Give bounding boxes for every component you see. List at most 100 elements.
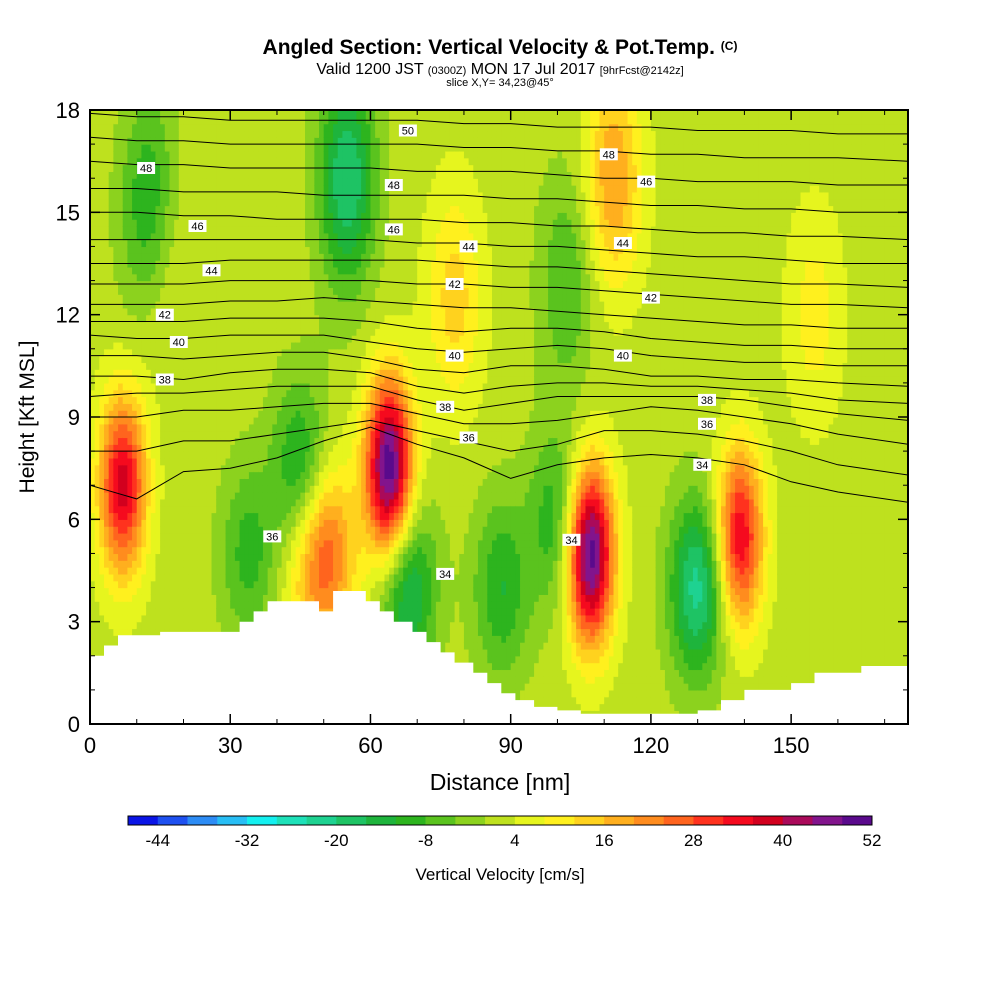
velocity-cell bbox=[262, 178, 269, 186]
velocity-cell bbox=[333, 539, 339, 548]
velocity-cell bbox=[276, 260, 283, 268]
velocity-cell bbox=[248, 369, 255, 377]
velocity-cell bbox=[146, 150, 152, 159]
velocity-cell bbox=[337, 485, 344, 493]
velocity-cell bbox=[328, 594, 334, 602]
velocity-cell bbox=[202, 478, 208, 486]
velocity-cell bbox=[206, 608, 213, 616]
velocity-cell bbox=[164, 567, 171, 575]
velocity-cell bbox=[276, 225, 283, 234]
velocity-cell bbox=[239, 539, 245, 548]
velocity-cell bbox=[197, 164, 203, 172]
velocity-cell bbox=[244, 451, 250, 459]
velocity-cell bbox=[234, 301, 241, 309]
velocity-cell bbox=[230, 239, 236, 248]
velocity-cell bbox=[122, 362, 128, 370]
velocity-cell bbox=[309, 567, 315, 575]
velocity-cell bbox=[309, 205, 315, 213]
velocity-cell bbox=[286, 560, 292, 568]
velocity-cell bbox=[127, 205, 133, 213]
velocity-cell bbox=[328, 335, 334, 343]
velocity-cell bbox=[290, 212, 297, 220]
velocity-cell bbox=[333, 246, 339, 254]
velocity-cell bbox=[132, 539, 138, 548]
velocity-cell bbox=[150, 410, 157, 418]
velocity-cell bbox=[305, 232, 311, 241]
velocity-cell bbox=[174, 110, 180, 118]
velocity-cell bbox=[244, 212, 250, 220]
velocity-cell bbox=[197, 287, 203, 295]
velocity-cell bbox=[113, 417, 119, 425]
velocity-cell bbox=[206, 362, 213, 370]
velocity-cell bbox=[99, 553, 105, 561]
velocity-cell bbox=[132, 410, 138, 418]
velocity-cell bbox=[118, 396, 124, 404]
velocity-cell bbox=[132, 423, 138, 432]
velocity-cell bbox=[342, 539, 348, 548]
velocity-cell bbox=[127, 410, 133, 418]
velocity-cell bbox=[276, 137, 283, 145]
velocity-cell bbox=[248, 601, 255, 609]
velocity-cell bbox=[309, 587, 315, 595]
velocity-cell bbox=[113, 403, 119, 411]
velocity-cell bbox=[323, 335, 329, 343]
velocity-cell bbox=[220, 410, 227, 418]
velocity-cell bbox=[188, 546, 194, 555]
velocity-cell bbox=[309, 123, 315, 132]
velocity-cell bbox=[225, 335, 231, 343]
velocity-cell bbox=[323, 560, 329, 568]
velocity-cell bbox=[300, 171, 306, 179]
velocity-cell bbox=[248, 178, 255, 186]
velocity-cell bbox=[122, 348, 128, 357]
velocity-cell bbox=[108, 423, 114, 432]
velocity-cell bbox=[220, 567, 227, 575]
velocity-cell bbox=[160, 273, 166, 282]
velocity-cell bbox=[220, 485, 227, 493]
velocity-cell bbox=[309, 498, 315, 507]
velocity-cell bbox=[258, 232, 264, 241]
velocity-cell bbox=[188, 485, 194, 493]
velocity-cell bbox=[122, 335, 128, 343]
velocity-cell bbox=[127, 307, 133, 316]
velocity-cell bbox=[305, 178, 311, 186]
velocity-cell bbox=[342, 410, 348, 418]
velocity-cell bbox=[337, 560, 344, 568]
velocity-cell bbox=[305, 519, 311, 527]
velocity-cell bbox=[239, 185, 245, 193]
velocity-cell bbox=[146, 512, 152, 520]
velocity-cell bbox=[127, 178, 133, 186]
velocity-cell bbox=[295, 519, 301, 527]
velocity-cell bbox=[328, 123, 334, 132]
velocity-cell bbox=[225, 253, 231, 261]
velocity-cell bbox=[160, 369, 166, 377]
velocity-cell bbox=[211, 376, 217, 384]
velocity-cell bbox=[164, 457, 171, 466]
velocity-cell bbox=[122, 423, 128, 432]
velocity-cell bbox=[286, 546, 292, 555]
velocity-cell bbox=[253, 601, 259, 609]
velocity-cell bbox=[300, 369, 306, 377]
velocity-cell bbox=[127, 464, 133, 473]
velocity-cell bbox=[333, 546, 339, 555]
velocity-cell bbox=[220, 137, 227, 145]
velocity-cell bbox=[211, 430, 217, 439]
velocity-cell bbox=[314, 485, 320, 493]
velocity-cell bbox=[267, 191, 273, 200]
velocity-cell bbox=[342, 376, 348, 384]
velocity-cell bbox=[108, 457, 114, 466]
velocity-cell bbox=[276, 464, 283, 473]
velocity-cell bbox=[169, 198, 175, 207]
velocity-cell bbox=[90, 212, 96, 220]
velocity-cell bbox=[328, 580, 334, 589]
velocity-cell bbox=[174, 150, 180, 159]
velocity-cell bbox=[239, 423, 245, 432]
velocity-cell bbox=[188, 492, 194, 500]
velocity-cell bbox=[276, 451, 283, 459]
velocity-cell bbox=[234, 608, 241, 616]
velocity-cell bbox=[183, 492, 189, 500]
velocity-cell bbox=[192, 423, 199, 432]
velocity-cell bbox=[225, 321, 231, 329]
velocity-cell bbox=[108, 444, 114, 452]
velocity-cell bbox=[164, 164, 171, 172]
velocity-cell bbox=[220, 123, 227, 132]
